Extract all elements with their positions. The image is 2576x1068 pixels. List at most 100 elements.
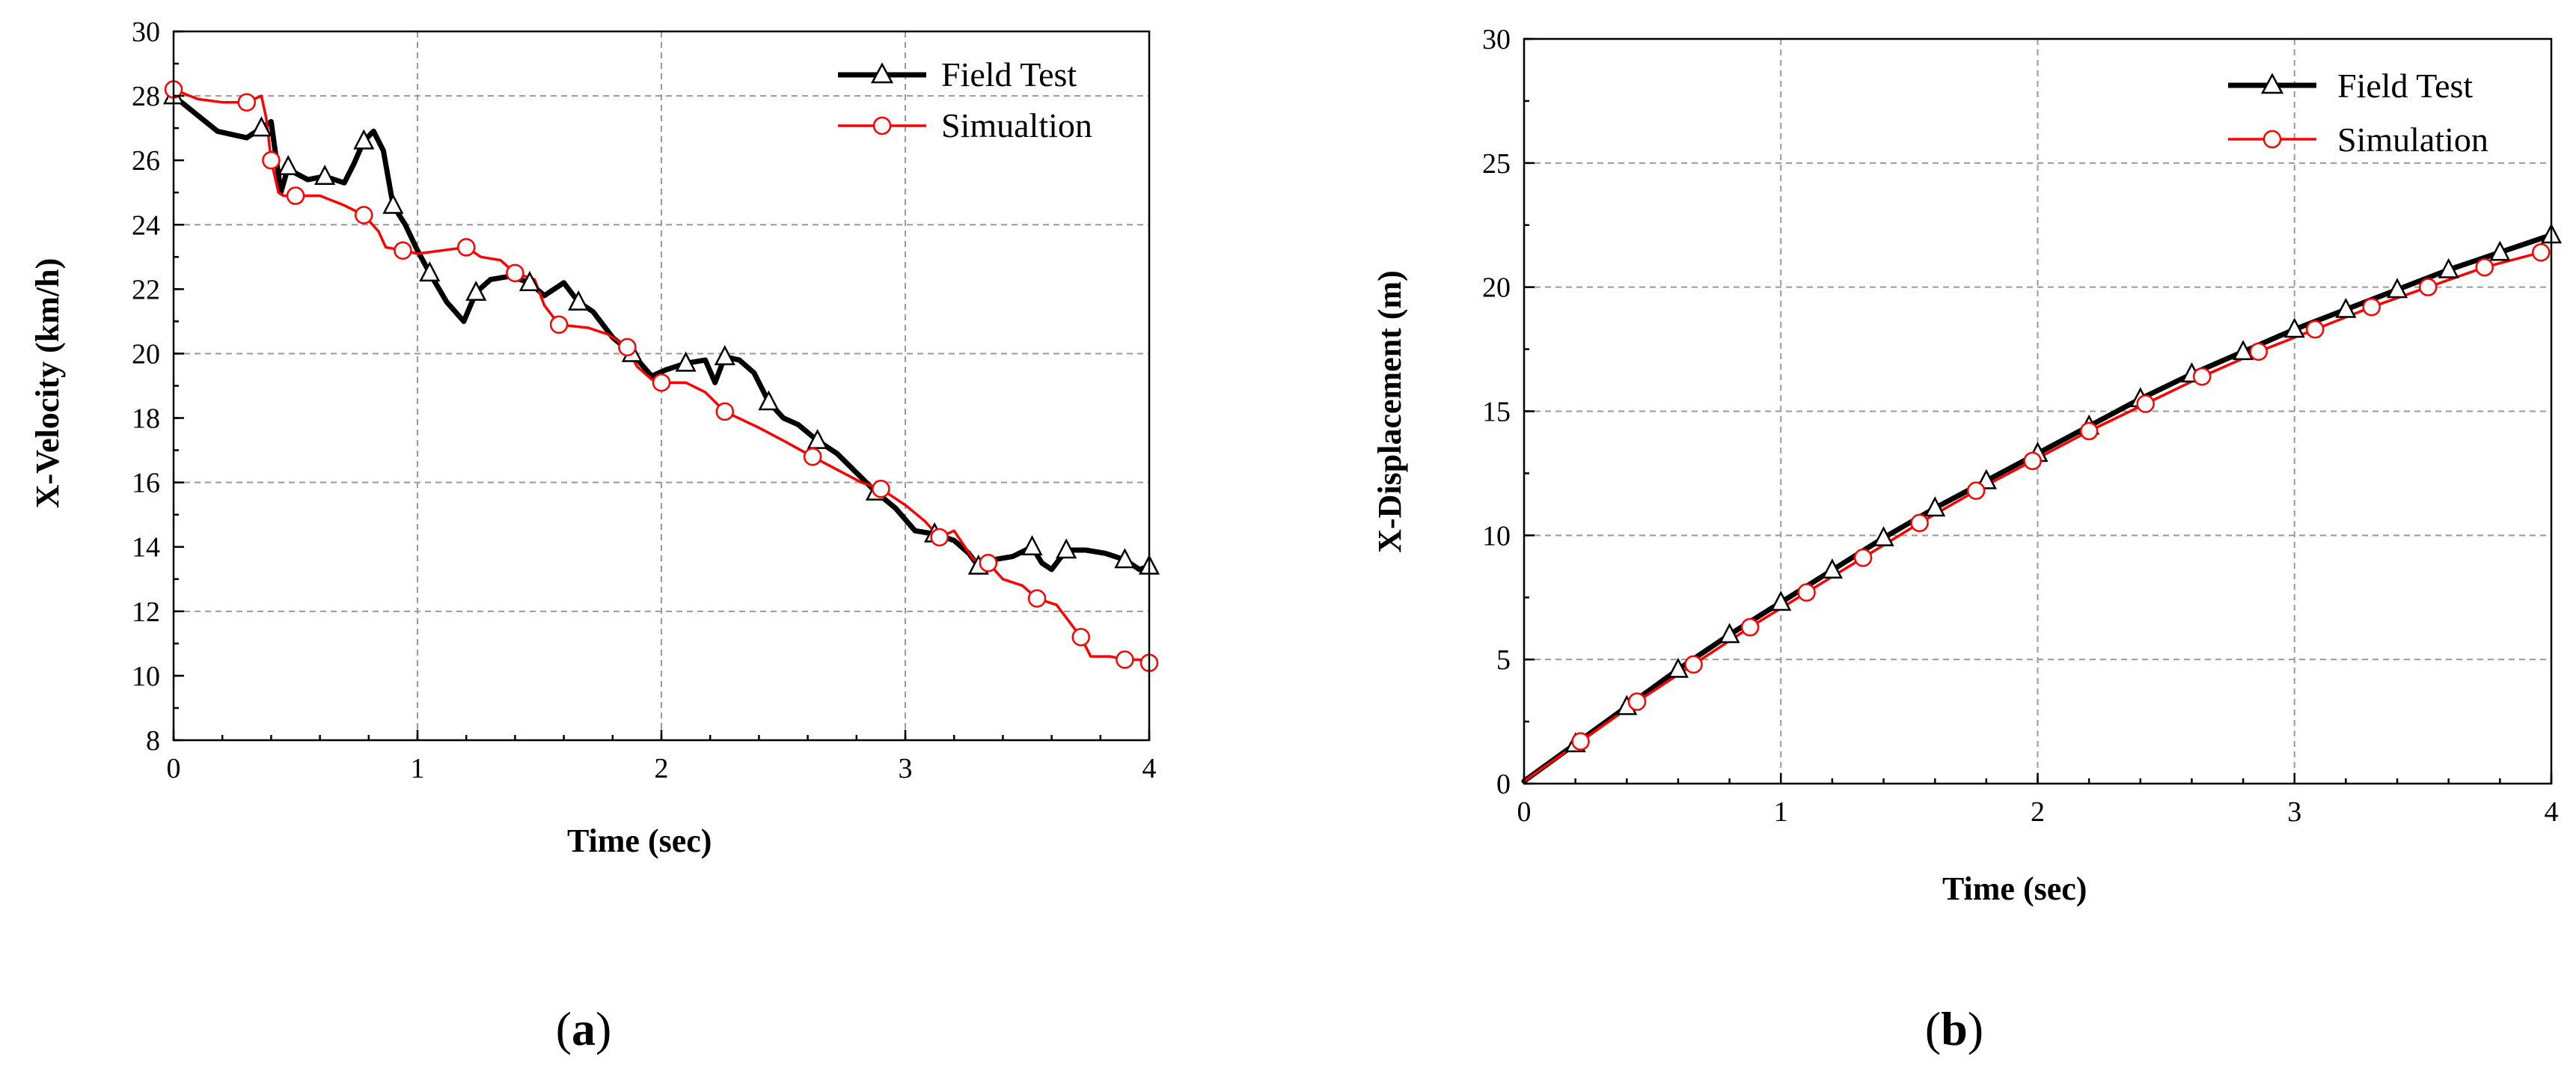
simulation-point: [1071, 628, 1090, 647]
displacement-x-axis-title: Time (sec): [1942, 870, 2087, 907]
x-tick-label: 3: [899, 753, 913, 784]
y-tick-label: 24: [132, 210, 160, 241]
simulation-point: [1797, 583, 1816, 602]
field-test-point: [1719, 623, 1740, 644]
y-tick-label: 10: [132, 661, 160, 692]
simulation-point: [394, 241, 412, 260]
simulation-point: [2418, 278, 2438, 296]
simulation-point: [1853, 548, 1873, 567]
field-test-point: [1114, 548, 1136, 569]
y-tick-label: 18: [132, 403, 160, 435]
simulation-point: [549, 315, 569, 334]
y-tick-label: 25: [1482, 148, 1511, 180]
simulation-point: [2475, 257, 2494, 277]
field-test-point: [2283, 317, 2305, 338]
velocity-legend: Field Test Simualtion: [838, 55, 1092, 144]
field-test-point: [353, 129, 375, 150]
panel-label-a: (a): [556, 1002, 612, 1055]
y-tick-label: 26: [132, 145, 160, 177]
x-tick-label: 4: [1142, 753, 1157, 784]
field-test-point: [518, 271, 541, 292]
y-tick-label: 5: [1496, 644, 1511, 676]
legend-triangle-marker-icon: [870, 62, 894, 84]
y-tick-label: 30: [132, 16, 160, 48]
y-tick-label: 0: [1496, 769, 1511, 800]
displacement-ticks: 0 1 2 3 4 0 5 10 15 20 25 30: [1482, 24, 2559, 828]
velocity-x-axis-title: Time (sec): [567, 823, 712, 859]
simulation-point: [1910, 513, 1929, 532]
field-test-point: [1873, 525, 1894, 546]
field-test-point: [382, 193, 404, 214]
field-test-point: [1821, 558, 1843, 579]
displacement-y-axis-title: X-Displacement (m): [1371, 270, 1408, 553]
velocity-grid: [174, 31, 1149, 740]
simulation-point: [1627, 692, 1647, 711]
simulation-point: [930, 528, 949, 547]
x-tick-label: 0: [1517, 796, 1532, 828]
y-tick-label: 8: [146, 725, 160, 757]
simulation-point: [652, 373, 671, 392]
y-tick-label: 12: [132, 596, 160, 628]
displacement-legend: Field Test Simulation: [2228, 67, 2488, 159]
simulation-point: [979, 554, 998, 573]
x-tick-label: 3: [2287, 796, 2301, 828]
y-tick-label: 20: [132, 338, 160, 370]
displacement-chart: 0 1 2 3 4 0 5 10 15 20 25 30 Time (sec) X-Displacem…: [1371, 24, 2563, 1055]
x-tick-label: 4: [2545, 796, 2559, 828]
legend-simulation-label: Simualtion: [941, 106, 1092, 144]
y-tick-label: 22: [132, 274, 160, 305]
simulation-point: [237, 93, 257, 112]
field-test-point: [1924, 496, 1946, 517]
y-tick-label: 28: [132, 81, 160, 112]
simulation-point: [286, 186, 305, 205]
y-tick-label: 15: [1482, 397, 1511, 428]
simulation-point: [2362, 297, 2381, 317]
field-test-point: [465, 280, 487, 301]
field-test-point: [675, 351, 697, 372]
field-test-point: [2233, 340, 2254, 361]
x-tick-label: 1: [1774, 796, 1788, 828]
y-tick-label: 14: [132, 532, 160, 564]
simulation-point: [1684, 655, 1703, 674]
simulation-point: [618, 338, 637, 357]
y-tick-label: 16: [132, 468, 160, 499]
legend-triangle-marker-icon: [2260, 73, 2284, 94]
x-tick-label: 2: [2031, 796, 2045, 828]
simulation-point: [1027, 589, 1047, 608]
simulation-point: [1740, 617, 1760, 637]
simulation-point: [1571, 732, 1590, 751]
simulation-point: [506, 263, 524, 283]
field-test-point: [2489, 240, 2511, 261]
field-test-point: [714, 345, 735, 366]
simulation-point: [2192, 367, 2212, 386]
simulation-point: [355, 206, 373, 225]
simulation-series-line: [1523, 251, 2543, 783]
simulation-point: [2023, 451, 2042, 471]
field-test-point: [1021, 535, 1043, 555]
simulation-point: [456, 238, 476, 257]
simulation-point: [1966, 481, 1986, 500]
field-test-point: [2386, 278, 2408, 299]
y-tick-label: 20: [1482, 272, 1511, 304]
field-test-point: [2335, 297, 2357, 318]
simulation-point: [2079, 421, 2099, 441]
x-tick-label: 2: [655, 753, 669, 784]
simulation-point: [715, 402, 735, 421]
y-tick-label: 10: [1482, 520, 1511, 552]
velocity-y-axis-title: X-Velocity (km/h): [29, 258, 66, 508]
simulation-point: [872, 479, 890, 498]
legend-circle-marker-icon: [2263, 129, 2282, 149]
panel-label-b: (b): [1925, 1002, 1983, 1055]
field-test-point: [568, 290, 590, 311]
field-test-point: [1770, 591, 1792, 611]
simulation-point: [262, 150, 281, 170]
field-test-point: [251, 116, 272, 137]
field-test-point: [278, 155, 299, 176]
field-test-point: [314, 165, 336, 185]
simulation-point: [803, 447, 822, 466]
simulation-point: [2136, 394, 2155, 413]
field-test-point: [419, 261, 441, 282]
field-test-point: [1056, 538, 1077, 559]
